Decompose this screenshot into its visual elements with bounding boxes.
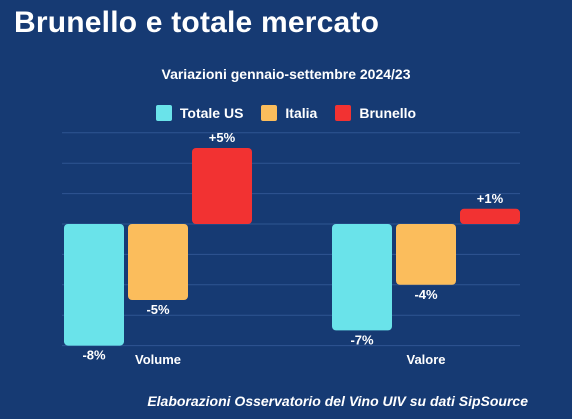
page-title: Brunello e totale mercato	[14, 6, 380, 39]
data-label: -4%	[414, 287, 438, 302]
bar-italia-valore	[396, 224, 456, 285]
legend-label-brunello: Brunello	[359, 105, 417, 121]
data-label: -8%	[82, 348, 106, 363]
bar-italia-volume	[128, 224, 188, 300]
legend-label-totale-us: Totale US	[179, 105, 244, 121]
legend-item-brunello: Brunello	[335, 105, 416, 121]
legend-item-italia: Italia	[261, 105, 317, 121]
bar-totale-us-valore	[332, 224, 392, 331]
data-label: +1%	[477, 191, 504, 206]
legend-item-totale-us: Totale US	[155, 105, 244, 121]
legend-swatch-italia	[261, 105, 278, 121]
legend-swatch-totale-us	[155, 105, 172, 121]
bar-brunello-valore	[460, 208, 520, 224]
category-label: Volume	[135, 352, 181, 367]
chart-legend: Totale US Italia Brunello	[0, 105, 572, 121]
chart-subtitle: Variazioni gennaio-settembre 2024/23	[161, 66, 411, 82]
category-label: Valore	[406, 352, 445, 367]
legend-label-italia: Italia	[285, 105, 318, 121]
legend-swatch-brunello	[335, 105, 352, 121]
data-label: -7%	[350, 332, 374, 347]
data-label: -5%	[146, 302, 170, 317]
bar-brunello-volume	[192, 148, 252, 224]
data-label: +5%	[209, 130, 236, 145]
source-footer: Elaborazioni Osservatorio del Vino UIV s…	[147, 393, 528, 409]
bar-totale-us-volume	[64, 224, 124, 346]
